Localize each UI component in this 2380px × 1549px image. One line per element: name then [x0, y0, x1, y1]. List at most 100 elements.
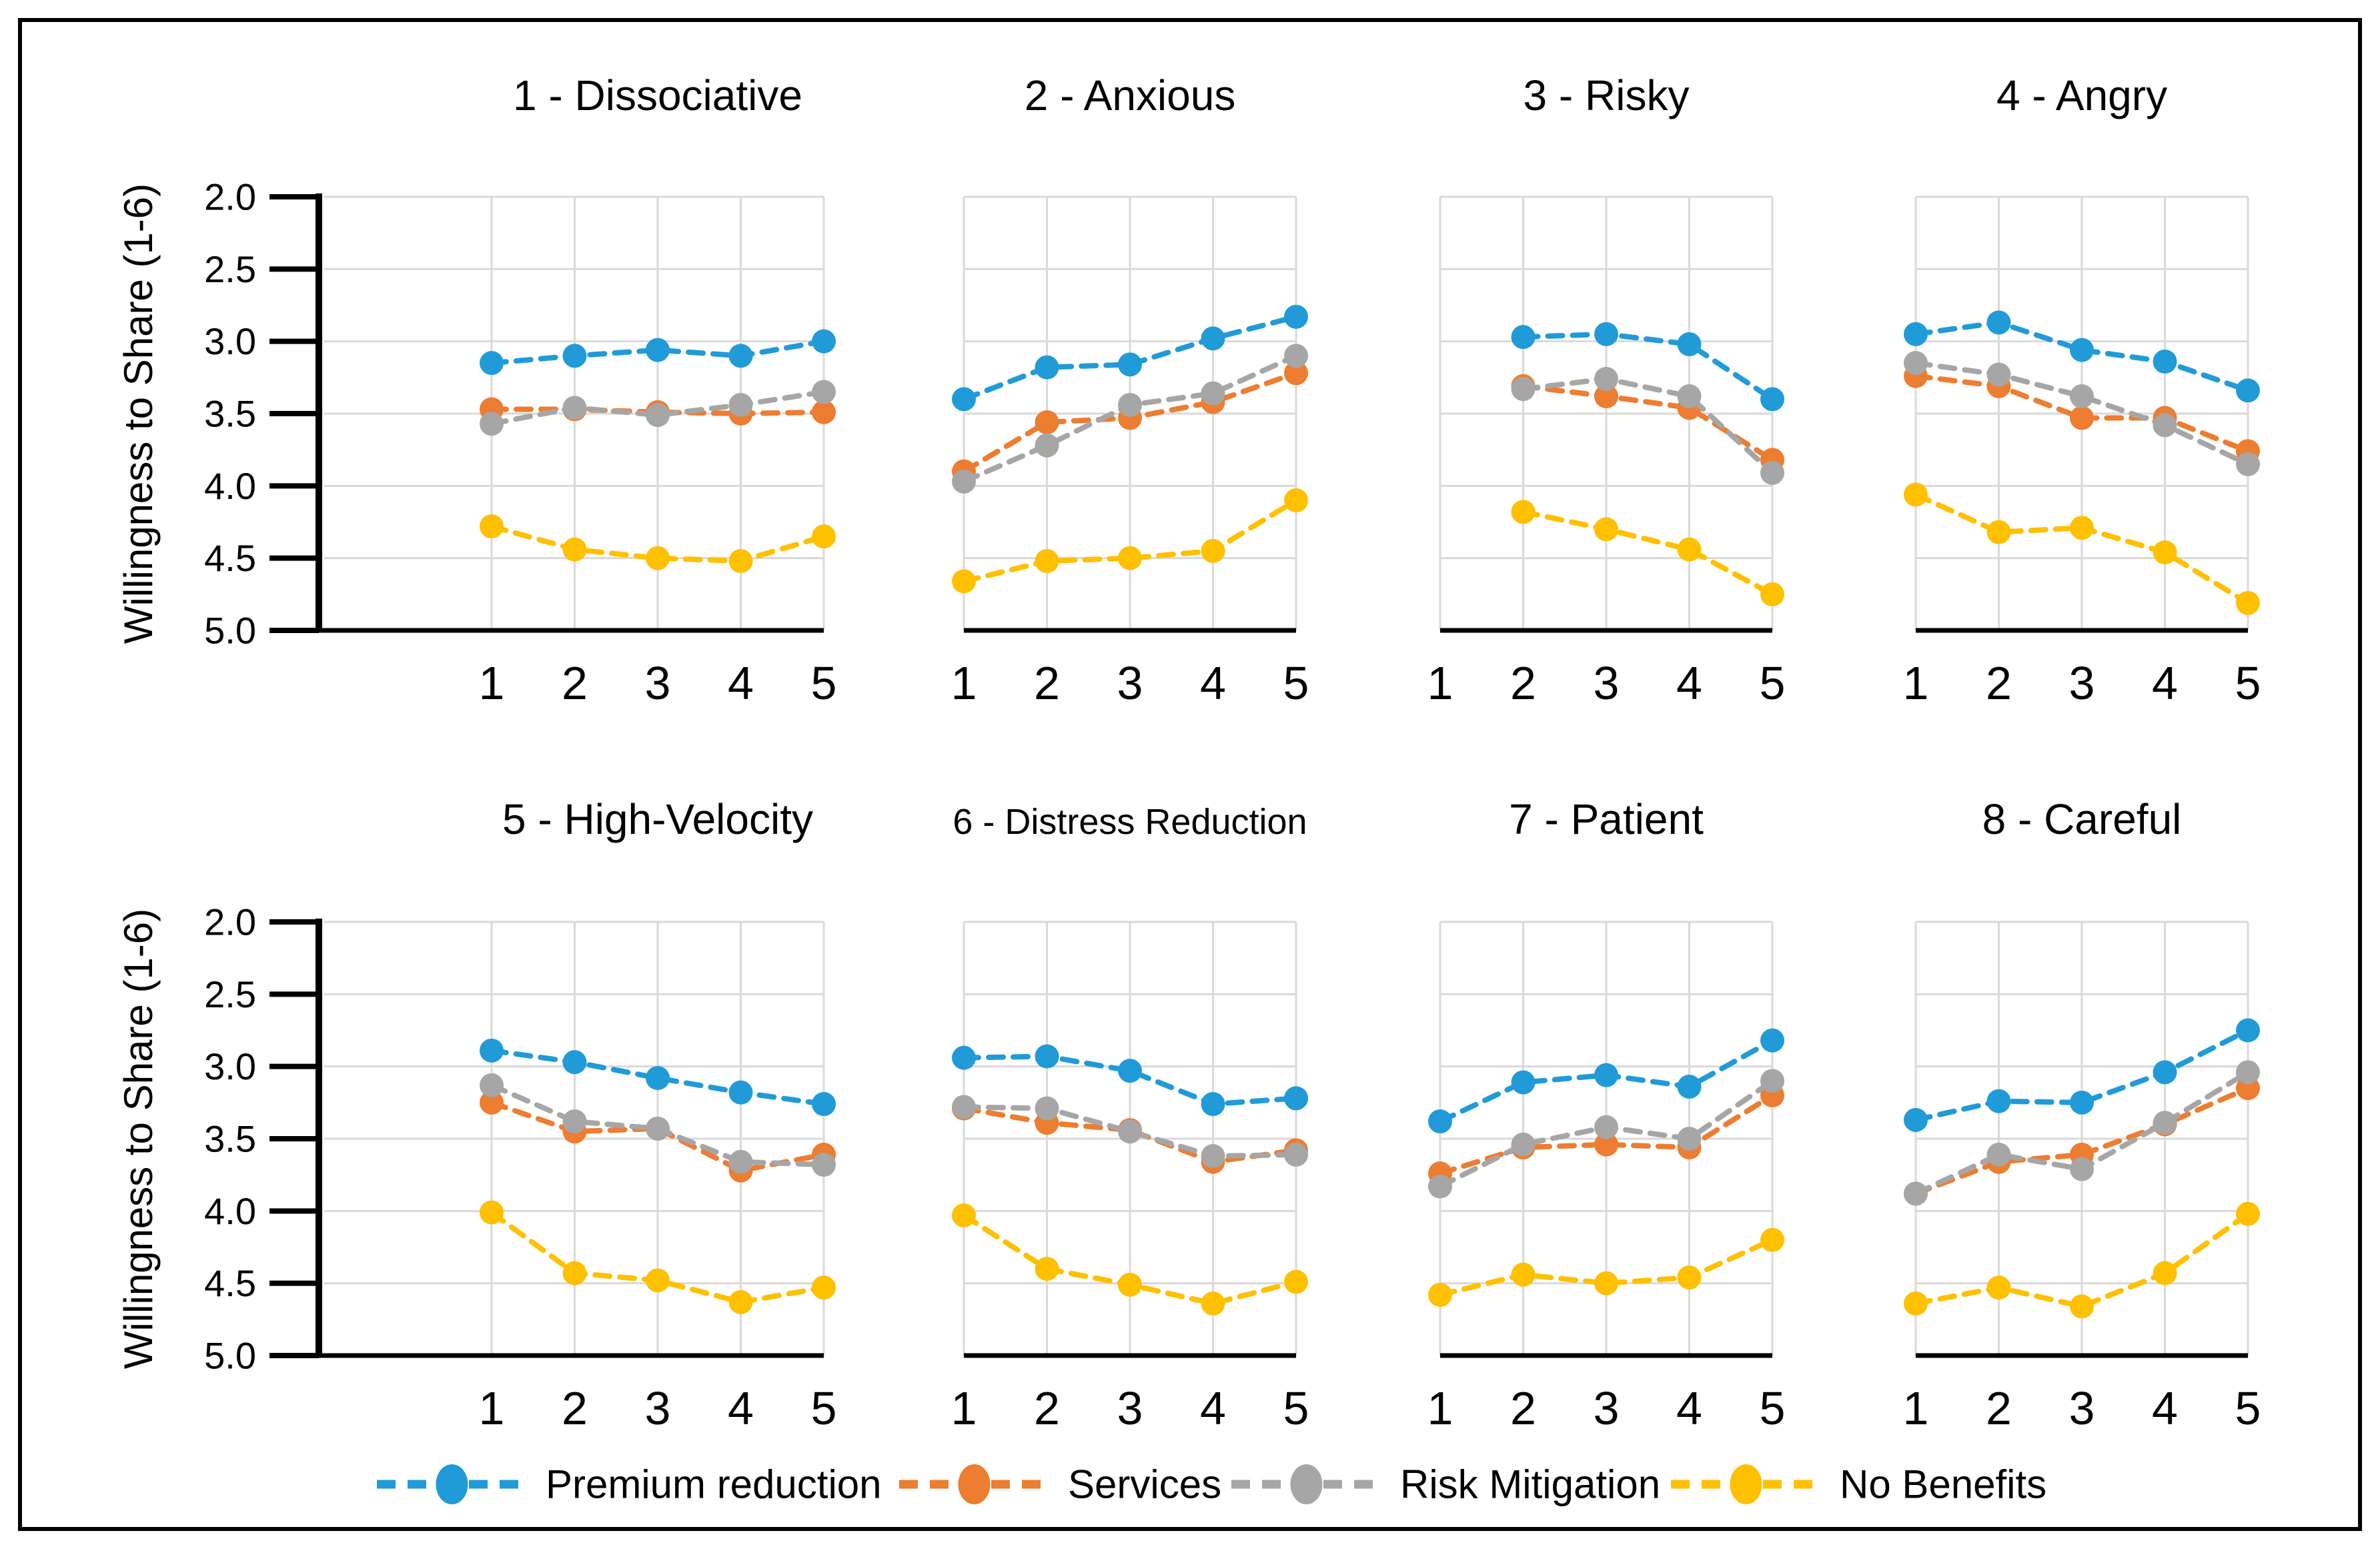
x-tick-label: 1	[479, 1382, 505, 1434]
data-point-premium_reduction	[812, 1092, 836, 1116]
data-point-risk_mitigation	[480, 412, 504, 436]
data-point-premium_reduction	[562, 344, 587, 368]
x-tick-label: 4	[2152, 1382, 2178, 1434]
data-point-no_benefits	[480, 514, 504, 538]
data-point-risk_mitigation	[952, 1095, 976, 1119]
data-point-no_benefits	[2070, 516, 2094, 540]
data-point-risk_mitigation	[1511, 1132, 1536, 1157]
x-tick-label: 2	[562, 657, 588, 709]
x-tick-label: 2	[1986, 657, 2012, 709]
x-tick-label: 3	[1117, 1382, 1143, 1434]
data-point-no_benefits	[1904, 1292, 1928, 1316]
y-tick-label: 4.0	[204, 1190, 256, 1232]
data-point-premium_reduction	[1428, 1109, 1452, 1133]
subplot-title: 8 - Careful	[1982, 795, 2182, 843]
x-tick-label: 4	[728, 657, 754, 709]
x-tick-label: 3	[645, 1382, 671, 1434]
x-tick-label: 4	[1200, 657, 1226, 709]
legend-label-no_benefits: No Benefits	[1840, 1462, 2046, 1507]
data-point-premium_reduction	[480, 1038, 504, 1063]
series-line-no_benefits	[961, 498, 1299, 584]
series-line-no_benefits	[1520, 509, 1775, 597]
legend-label-premium_reduction: Premium reduction	[546, 1462, 882, 1507]
data-point-no_benefits	[1594, 517, 1618, 542]
x-tick-label: 4	[2152, 657, 2178, 709]
x-tick-label: 2	[1510, 657, 1536, 709]
data-point-premium_reduction	[1201, 326, 1225, 351]
y-tick-label: 4.5	[204, 1262, 256, 1304]
x-tick-label: 3	[645, 657, 671, 709]
data-point-premium_reduction	[952, 1045, 976, 1070]
x-tick-label: 1	[1427, 657, 1453, 709]
data-point-no_benefits	[2236, 1201, 2260, 1226]
x-tick-label: 3	[1594, 657, 1620, 709]
subplot-title: 7 - Patient	[1509, 795, 1704, 843]
data-point-risk_mitigation	[2236, 1060, 2260, 1085]
data-point-risk_mitigation	[1904, 1181, 1928, 1206]
data-point-no_benefits	[562, 537, 587, 562]
data-point-premium_reduction	[2070, 338, 2094, 362]
data-point-no_benefits	[728, 1289, 753, 1314]
legend-label-risk_mitigation: Risk Mitigation	[1400, 1462, 1660, 1507]
data-point-risk_mitigation	[812, 380, 836, 404]
data-point-risk_mitigation	[1201, 381, 1225, 406]
data-point-premium_reduction	[562, 1050, 587, 1075]
series-line-risk_mitigation	[1913, 360, 2251, 467]
subplot-title: 5 - High-Velocity	[502, 795, 813, 843]
x-tick-label: 2	[1034, 1382, 1060, 1434]
x-tick-label: 5	[1283, 657, 1309, 709]
series-line-no_benefits	[489, 524, 826, 564]
data-point-premium_reduction	[2153, 350, 2177, 374]
data-point-no_benefits	[2153, 1261, 2177, 1285]
data-point-risk_mitigation	[1594, 367, 1618, 391]
x-tick-label: 4	[1200, 1382, 1226, 1434]
data-point-premium_reduction	[646, 1066, 670, 1090]
data-point-no_benefits	[646, 546, 670, 570]
data-point-risk_mitigation	[1511, 377, 1536, 402]
x-tick-label: 2	[1034, 657, 1060, 709]
series-line-premium_reduction	[489, 338, 826, 366]
data-point-risk_mitigation	[1904, 351, 1928, 376]
data-point-risk_mitigation	[646, 1116, 670, 1141]
data-point-premium_reduction	[2070, 1090, 2094, 1115]
subplot-title: 1 - Dissociative	[513, 71, 802, 119]
data-point-no_benefits	[1677, 537, 1702, 562]
data-point-risk_mitigation	[1118, 393, 1142, 417]
data-point-premium_reduction	[1118, 1059, 1142, 1083]
y-tick-label: 4.0	[204, 465, 256, 507]
x-tick-label: 4	[1676, 657, 1702, 709]
subplot-7: 7 - Patient 1 2 3 4 5	[1427, 795, 1786, 1434]
y-tick-label: 3.0	[204, 320, 256, 362]
y-tick-label: 2.5	[204, 248, 256, 290]
data-point-no_benefits	[952, 569, 976, 594]
data-point-premium_reduction	[2236, 1018, 2260, 1043]
data-point-premium_reduction	[1904, 322, 1928, 346]
y-tick-label: 2.0	[204, 176, 256, 218]
data-point-no_benefits	[1760, 582, 1784, 606]
data-point-premium_reduction	[480, 351, 504, 376]
legend-marker-no_benefits	[1730, 1464, 1762, 1504]
legend-item-premium_reduction: Premium reduction	[377, 1462, 882, 1507]
data-point-premium_reduction	[2236, 378, 2260, 403]
series-line-premium_reduction	[489, 1047, 826, 1107]
data-point-risk_mitigation	[1677, 1127, 1702, 1151]
data-point-premium_reduction	[1760, 387, 1784, 412]
data-point-no_benefits	[2153, 540, 2177, 564]
data-point-risk_mitigation	[1284, 1142, 1308, 1167]
data-point-premium_reduction	[646, 338, 670, 362]
subplot-2: 2 - Anxious 1 2 3 4 5	[951, 71, 1309, 709]
x-tick-label: 2	[562, 1382, 588, 1434]
data-point-risk_mitigation	[646, 403, 670, 428]
series-line-risk_mitigation	[1520, 376, 1775, 476]
data-point-no_benefits	[1760, 1227, 1784, 1252]
data-point-premium_reduction	[1594, 1063, 1618, 1087]
x-tick-label: 3	[2069, 1382, 2095, 1434]
data-point-risk_mitigation	[728, 393, 753, 417]
data-point-risk_mitigation	[1118, 1119, 1142, 1144]
data-point-premium_reduction	[1986, 310, 2011, 335]
data-point-risk_mitigation	[1428, 1174, 1452, 1199]
data-point-risk_mitigation	[2153, 413, 2177, 438]
data-point-premium_reduction	[1677, 1075, 1702, 1099]
series-line-premium_reduction	[1913, 1027, 2251, 1123]
